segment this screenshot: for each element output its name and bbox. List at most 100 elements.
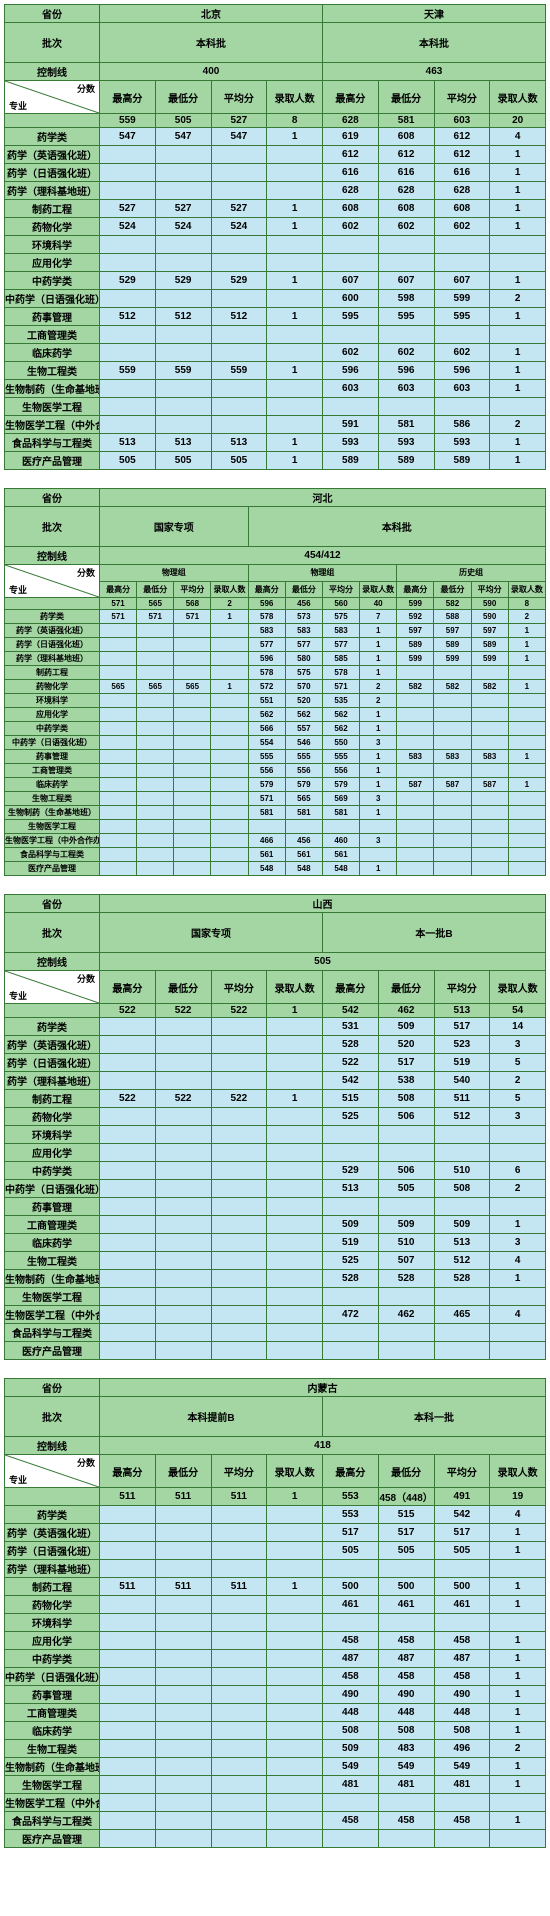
- data-cell: [155, 398, 211, 416]
- data-cell: [267, 1686, 323, 1704]
- batch-value: 本科一批: [323, 1397, 546, 1437]
- data-cell: [100, 1162, 156, 1180]
- major-label: 药学（英语强化班）: [5, 146, 100, 164]
- summary-cell: 505: [155, 114, 211, 128]
- data-cell: 602: [323, 344, 379, 362]
- data-cell: [434, 862, 471, 876]
- data-cell: [267, 1542, 323, 1560]
- data-cell: 512: [434, 1252, 490, 1270]
- major-label: 食品科学与工程类: [5, 434, 100, 452]
- data-cell: 487: [323, 1650, 379, 1668]
- data-cell: [397, 834, 434, 848]
- col-avg: 平均分: [211, 971, 267, 1004]
- data-cell: 517: [378, 1524, 434, 1542]
- data-cell: [211, 1054, 267, 1072]
- data-cell: [323, 1126, 379, 1144]
- major-label: 药事管理: [5, 1198, 100, 1216]
- data-cell: [155, 236, 211, 254]
- data-cell: [267, 1342, 323, 1360]
- data-cell: [100, 694, 137, 708]
- data-cell: 591: [323, 416, 379, 434]
- major-label: 环境科学: [5, 694, 100, 708]
- data-cell: 513: [323, 1180, 379, 1198]
- data-cell: [211, 666, 248, 680]
- data-cell: [267, 1596, 323, 1614]
- data-cell: [211, 736, 248, 750]
- data-cell: [267, 1506, 323, 1524]
- data-cell: [137, 862, 174, 876]
- data-cell: [397, 764, 434, 778]
- data-cell: 525: [323, 1252, 379, 1270]
- data-cell: [211, 694, 248, 708]
- data-cell: [267, 1126, 323, 1144]
- data-cell: 1: [490, 1524, 546, 1542]
- batch-value: 国家专项: [100, 913, 323, 953]
- data-cell: [471, 862, 508, 876]
- data-cell: 587: [471, 778, 508, 792]
- data-cell: [267, 1108, 323, 1126]
- data-cell: [174, 862, 211, 876]
- data-cell: [434, 820, 471, 834]
- data-cell: 512: [155, 308, 211, 326]
- col-high: 最高分: [100, 1455, 156, 1488]
- major-label: 药学（日语强化班）: [5, 638, 100, 652]
- data-cell: [155, 1524, 211, 1542]
- data-cell: 1: [508, 624, 545, 638]
- data-cell: [211, 344, 267, 362]
- major-label: 临床药学: [5, 1722, 100, 1740]
- data-cell: [155, 1072, 211, 1090]
- data-cell: 612: [434, 128, 490, 146]
- data-cell: 2: [360, 680, 397, 694]
- data-cell: [267, 254, 323, 272]
- data-cell: 1: [360, 666, 397, 680]
- data-cell: [100, 792, 137, 806]
- data-cell: 483: [378, 1740, 434, 1758]
- score-table: 省份内蒙古批次本科提前B本科一批控制线418 分数专业 最高分最低分平均分录取人…: [4, 1378, 546, 1848]
- data-cell: 527: [211, 200, 267, 218]
- data-cell: [508, 666, 545, 680]
- data-cell: 4: [490, 1252, 546, 1270]
- major-label: 药事管理: [5, 308, 100, 326]
- summary-cell: 8: [267, 114, 323, 128]
- data-cell: [267, 1830, 323, 1848]
- data-cell: [100, 1342, 156, 1360]
- data-cell: [211, 1794, 267, 1812]
- major-label: 应用化学: [5, 254, 100, 272]
- summary-cell: 581: [378, 114, 434, 128]
- data-cell: 628: [378, 182, 434, 200]
- summary-cell: 2: [211, 598, 248, 610]
- data-cell: [434, 1126, 490, 1144]
- data-cell: [267, 380, 323, 398]
- data-cell: [508, 764, 545, 778]
- data-cell: [155, 290, 211, 308]
- data-cell: [490, 1830, 546, 1848]
- data-cell: [267, 398, 323, 416]
- data-cell: 4: [490, 1506, 546, 1524]
- data-cell: 589: [471, 638, 508, 652]
- data-cell: 2: [490, 1072, 546, 1090]
- major-label: 药学（理科基地班）: [5, 1072, 100, 1090]
- data-cell: 528: [378, 1270, 434, 1288]
- data-cell: 520: [378, 1036, 434, 1054]
- data-cell: 1: [490, 1776, 546, 1794]
- data-cell: [155, 1162, 211, 1180]
- data-cell: [155, 1126, 211, 1144]
- data-cell: 595: [323, 308, 379, 326]
- data-cell: 515: [323, 1090, 379, 1108]
- data-cell: [490, 1126, 546, 1144]
- data-cell: 571: [137, 610, 174, 624]
- summary-cell: 513: [434, 1004, 490, 1018]
- data-cell: [360, 848, 397, 862]
- data-cell: [267, 1794, 323, 1812]
- data-cell: 1: [490, 1668, 546, 1686]
- col-low: 最低分: [155, 971, 211, 1004]
- data-cell: 612: [434, 146, 490, 164]
- data-cell: 1: [490, 1686, 546, 1704]
- data-cell: [378, 1342, 434, 1360]
- data-cell: 461: [378, 1596, 434, 1614]
- data-cell: [211, 1108, 267, 1126]
- summary-row: [5, 114, 100, 128]
- data-cell: [155, 1758, 211, 1776]
- data-cell: [211, 1506, 267, 1524]
- data-cell: 593: [378, 434, 434, 452]
